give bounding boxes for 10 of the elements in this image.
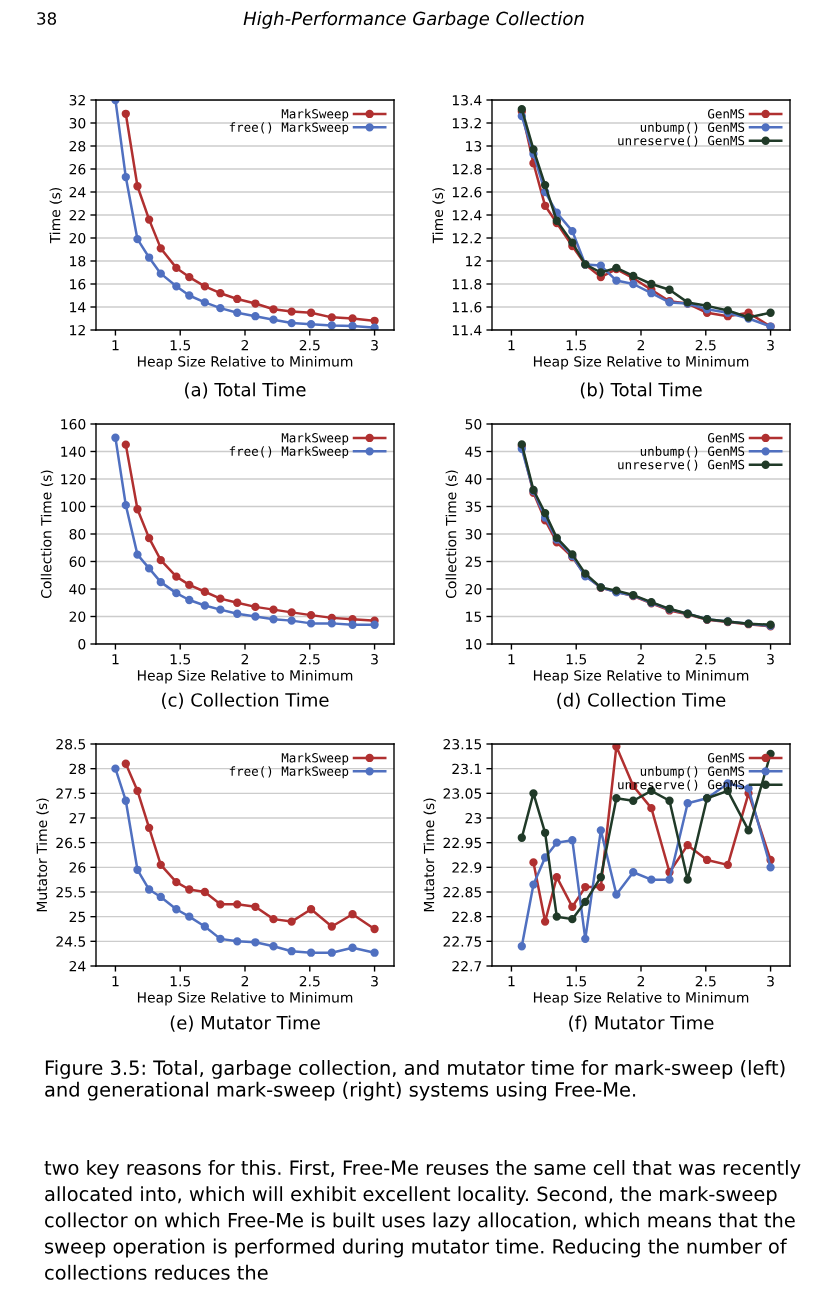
text: (c) Collection Time [162,692,329,709]
text: (a) Total Time [185,382,306,399]
text: (f) Mutator Time [569,1015,714,1032]
text: 38 [37,12,57,25]
text: High-Performance Garbage Collection [243,11,584,29]
text: (d) Collection Time [557,692,726,709]
text: (e) Mutator Time [170,1015,320,1032]
caption: Figure 3.5: Total, garbage collection, and mutator time for mark-sweep (left) and generational mark-sweep (right) systems using Free-Me. [45,1060,785,1101]
text: (b) Total Time [580,382,702,399]
text: two key reasons for this. First, Free-Me reuses the same cell that was recently allocated into, which will exhibit excellent locality. Second, the mark-sweep collector on which Free-Me is built uses lazy allocation, which means that the sweep operation is performed during mutator time. Reducing the number of collections reduces the [44,1160,801,1280]
